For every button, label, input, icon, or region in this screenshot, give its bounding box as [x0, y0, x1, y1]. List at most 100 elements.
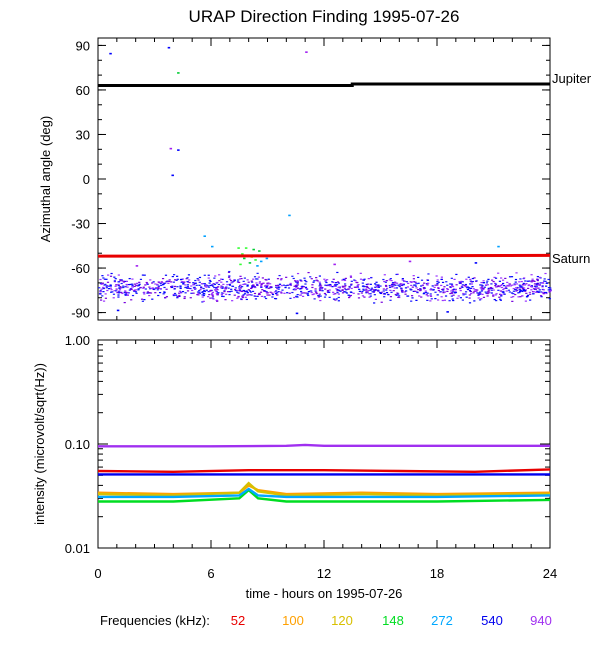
band-point [347, 296, 351, 299]
band-point [370, 288, 373, 291]
band-point [117, 281, 121, 283]
band-point [242, 283, 245, 286]
band-point [275, 284, 278, 287]
band-point [347, 288, 350, 290]
band-point [176, 286, 179, 288]
band-point [186, 290, 190, 292]
band-point [362, 289, 365, 291]
band-point [246, 284, 249, 286]
band-point [181, 278, 184, 280]
band-point [420, 279, 424, 281]
band-point [163, 286, 166, 289]
band-point [456, 297, 459, 299]
band-point [289, 297, 292, 299]
band-point [327, 284, 330, 287]
band-point [342, 278, 345, 280]
scatter-point [177, 149, 180, 151]
band-point [363, 296, 366, 298]
band-point [464, 285, 468, 287]
band-point [480, 290, 484, 292]
band-point [503, 285, 506, 287]
band-point [217, 283, 221, 286]
band-point [239, 275, 242, 277]
scatter-point [288, 214, 291, 217]
band-point [373, 302, 376, 304]
band-point [278, 274, 281, 277]
band-point [401, 278, 404, 280]
band-point [392, 290, 395, 292]
band-point [523, 277, 526, 279]
band-point [491, 279, 494, 281]
band-point [319, 286, 322, 289]
band-point [357, 297, 361, 299]
band-point [497, 289, 500, 291]
band-point [116, 292, 119, 294]
band-point [251, 290, 255, 293]
band-point [534, 288, 537, 291]
band-point [190, 285, 193, 287]
band-point [161, 284, 165, 286]
band-point [239, 284, 242, 286]
band-point [197, 279, 200, 281]
band-point [485, 292, 488, 294]
band-point [461, 284, 464, 286]
band-point [99, 290, 102, 292]
band-point [533, 291, 536, 293]
band-point [526, 294, 530, 296]
band-point [539, 282, 542, 284]
band-point [324, 280, 327, 282]
band-point [295, 296, 298, 298]
band-point [495, 293, 498, 295]
band-point [499, 284, 503, 287]
band-point [105, 285, 108, 287]
band-point [296, 282, 299, 284]
band-point [101, 295, 104, 297]
band-point [483, 286, 486, 288]
band-point [266, 294, 269, 296]
band-point [102, 287, 105, 290]
band-point [445, 281, 448, 283]
band-point [480, 281, 483, 284]
bottom-y-tick-label: 0.10 [65, 437, 90, 452]
band-point [523, 289, 527, 292]
band-point [282, 284, 285, 286]
scatter-point [254, 259, 257, 261]
scatter-point [305, 51, 308, 53]
band-point [210, 289, 213, 292]
band-point [166, 280, 169, 282]
band-point [124, 294, 127, 296]
band-point [212, 298, 215, 300]
band-point [268, 294, 271, 296]
band-point [302, 292, 306, 294]
band-point [114, 278, 117, 280]
band-point [217, 286, 220, 288]
band-point [296, 272, 300, 275]
band-point [526, 295, 529, 297]
band-point [530, 285, 533, 287]
band-point [410, 300, 413, 302]
band-point [131, 286, 134, 288]
band-point [255, 282, 258, 284]
band-point [374, 286, 377, 288]
band-point [507, 289, 511, 291]
band-point [162, 293, 165, 295]
band-point [143, 299, 146, 301]
band-point [118, 289, 122, 291]
band-point [377, 284, 380, 286]
band-point [363, 285, 366, 288]
band-point [225, 293, 228, 295]
band-point [544, 272, 547, 275]
band-point [501, 279, 505, 281]
band-point [257, 293, 261, 296]
band-point [337, 300, 340, 302]
band-point [443, 286, 446, 288]
band-point [173, 274, 176, 276]
band-point [183, 296, 186, 298]
band-point [245, 291, 248, 293]
band-point [277, 291, 280, 293]
band-point [488, 288, 492, 290]
band-point [345, 292, 349, 294]
band-point [514, 287, 518, 289]
band-point [538, 289, 541, 291]
band-point [543, 291, 546, 294]
